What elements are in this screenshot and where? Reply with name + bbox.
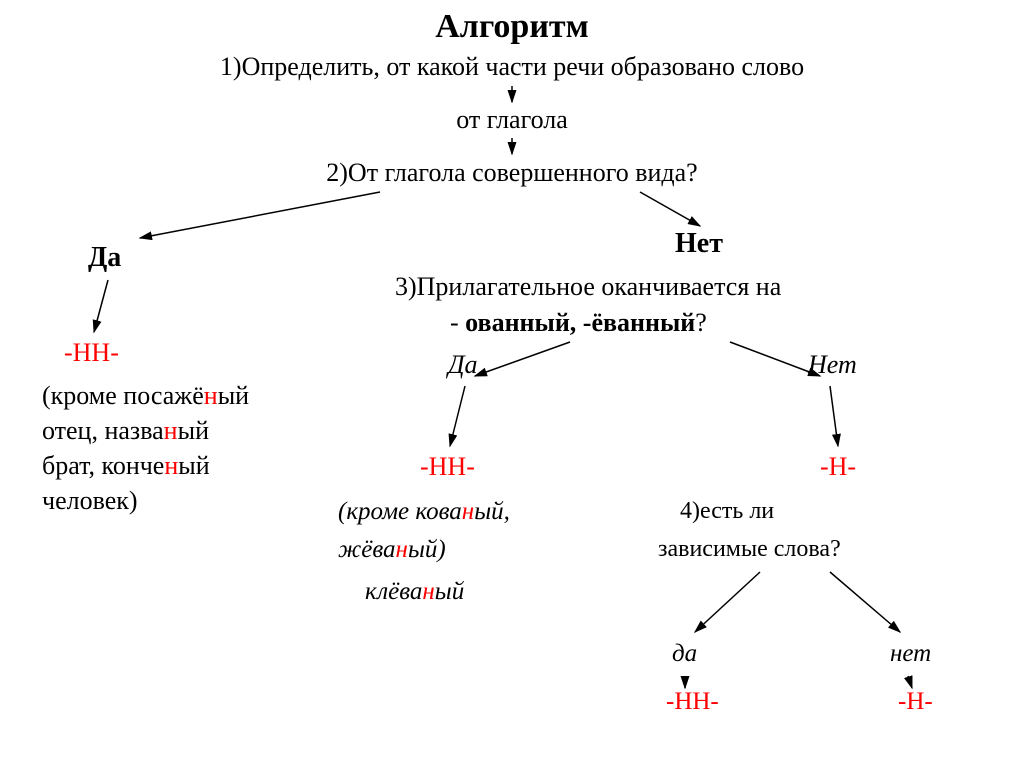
step-4: 4)есть ли bbox=[680, 498, 774, 525]
verb-from: от глагола bbox=[456, 105, 568, 135]
ovanny-bold: ованный, -ёванный bbox=[465, 308, 695, 337]
result-n-bottom: -Н- bbox=[898, 688, 933, 716]
result-n-right: -Н- bbox=[820, 452, 856, 482]
exc1-line3: брат, конченый bbox=[42, 448, 249, 483]
branch-yes-1: Да bbox=[88, 242, 121, 274]
exception-2-line1: (кроме кованый, bbox=[338, 498, 510, 526]
exception-2-line2: жёваный) bbox=[338, 536, 446, 564]
exc1-line2: отец, названый bbox=[42, 413, 249, 448]
ovanny-pre: - bbox=[450, 308, 465, 337]
branch-no-1: Нет bbox=[675, 228, 723, 260]
ovanny-q: ? bbox=[695, 308, 707, 337]
exception-1: (кроме посажёный отец, названый брат, ко… bbox=[42, 378, 249, 518]
exc1-line1: (кроме посажёный bbox=[42, 378, 249, 413]
step-1: 1)Определить, от какой части речи образо… bbox=[220, 52, 804, 82]
title: Алгоритм bbox=[435, 8, 589, 46]
exception-2-line3: клёваный bbox=[365, 578, 464, 606]
step-2: 2)От глагола совершенного вида? bbox=[326, 158, 697, 188]
dependent-words: зависимые слова? bbox=[658, 536, 841, 563]
ovanny-suffix: - ованный, -ёванный? bbox=[450, 308, 707, 338]
step-3: 3)Прилагательное оканчивается на bbox=[395, 272, 781, 302]
exc1-line4: человек) bbox=[42, 483, 249, 518]
branch-no-3: нет bbox=[890, 640, 931, 668]
result-nn-left: -НН- bbox=[64, 338, 119, 368]
branch-yes-2: Да bbox=[448, 350, 478, 380]
branch-no-2: Нет bbox=[808, 350, 857, 380]
result-nn-bottom: -НН- bbox=[666, 688, 719, 716]
result-nn-mid: -НН- bbox=[420, 452, 475, 482]
branch-yes-3: да bbox=[672, 640, 697, 668]
